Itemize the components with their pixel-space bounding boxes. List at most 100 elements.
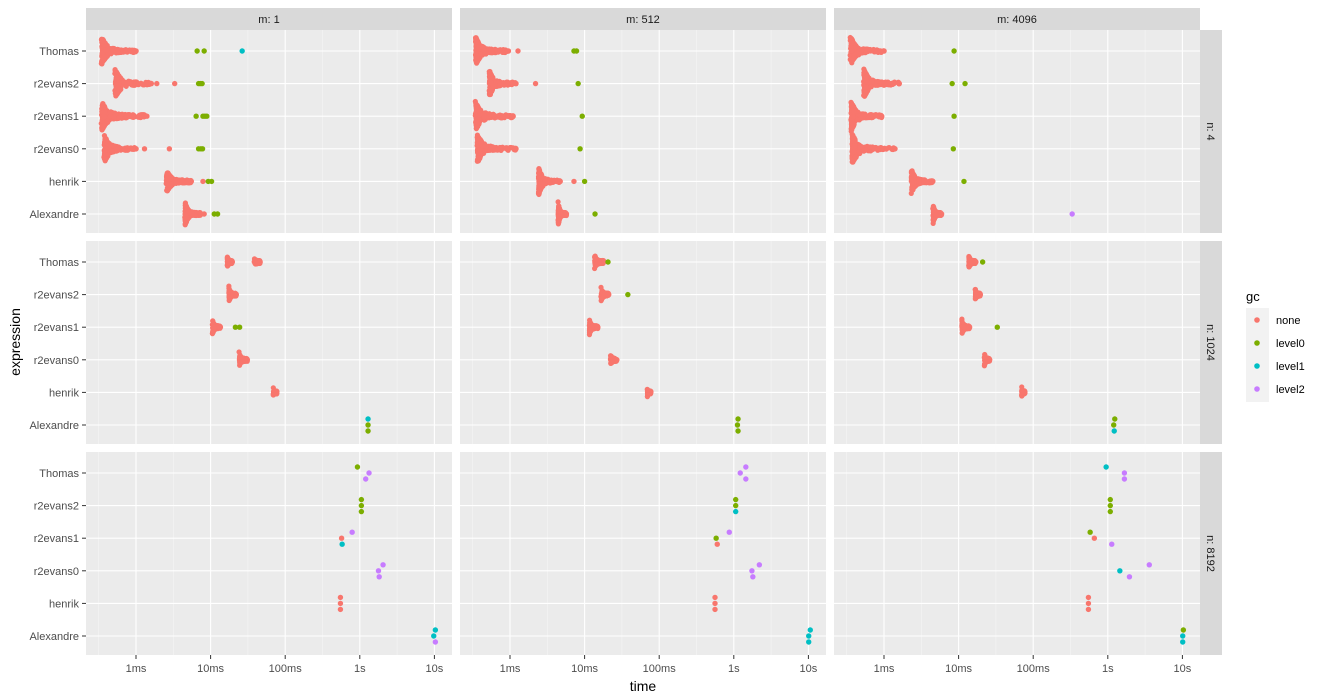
point-dense-none — [851, 109, 857, 115]
point-dense-tail — [133, 48, 139, 54]
point-dense-none — [474, 55, 480, 61]
point-dense-none — [486, 111, 492, 117]
point-dense-none — [168, 181, 174, 187]
point-dense-tail — [505, 48, 512, 54]
point-dense-none — [115, 50, 122, 56]
point-dense-none — [473, 119, 479, 125]
point-dense-none — [933, 212, 939, 218]
point-level0 — [573, 48, 580, 54]
point-level0 — [208, 178, 215, 185]
point-dense-none — [472, 98, 478, 105]
point-dense-none — [478, 139, 484, 146]
point-dense-tail — [513, 80, 519, 87]
point-dense-none — [102, 148, 108, 154]
point-dense-none — [931, 207, 937, 213]
point-dense-none — [104, 118, 110, 124]
point-dense-none — [911, 172, 917, 178]
point-dense-none — [872, 113, 878, 119]
point-level0 — [199, 146, 206, 152]
panel-background — [86, 241, 452, 444]
point-dense-none — [184, 216, 191, 222]
point-dense-none — [850, 157, 856, 163]
panel — [834, 30, 1200, 233]
point-none — [144, 113, 150, 119]
point-level0 — [951, 48, 957, 54]
point-dense-tail — [510, 113, 516, 119]
point-dense-none — [851, 136, 858, 142]
point-dense-none — [849, 57, 855, 63]
point-dense-none — [852, 142, 858, 149]
point-dense-tail — [878, 113, 885, 119]
panel-background — [834, 30, 1200, 233]
point-dense-none — [858, 115, 864, 121]
point-dense-none — [102, 137, 109, 143]
point-dense-none — [864, 73, 871, 79]
point-none — [166, 146, 173, 152]
point-none — [201, 211, 207, 217]
point-dense-none — [100, 38, 106, 44]
point-dense-none — [126, 112, 132, 119]
point-none — [141, 146, 148, 152]
panel-background — [460, 241, 826, 444]
point-dense-tail — [513, 146, 519, 152]
point-dense-none — [488, 48, 494, 54]
point-dense-none — [101, 113, 108, 120]
point-level0 — [194, 48, 200, 54]
panel — [86, 241, 452, 444]
point-dense-none — [109, 148, 115, 154]
point-dense-none — [107, 142, 113, 148]
point-dense-none — [116, 79, 122, 86]
point-dense-tail — [188, 178, 195, 185]
point-level0 — [950, 146, 957, 152]
point-none — [154, 80, 160, 87]
panel — [86, 452, 452, 655]
point-none — [171, 80, 178, 87]
panel — [460, 452, 826, 655]
point-dense-none — [483, 143, 489, 149]
panel-background — [834, 452, 1200, 655]
point-none — [532, 80, 539, 87]
point-dense-none — [487, 89, 493, 95]
point-level0 — [961, 178, 967, 185]
point-dense-none — [558, 212, 564, 218]
point-dense-none — [890, 81, 896, 87]
point-dense-none — [863, 77, 869, 84]
point-level0 — [951, 113, 957, 119]
point-dense-none — [185, 208, 191, 214]
point-dense-none — [135, 82, 141, 88]
point-level0 — [214, 211, 221, 217]
point-dense-none — [474, 39, 480, 45]
point-dense-none — [476, 108, 482, 114]
point-dense-none — [868, 84, 874, 90]
point-dense-none — [885, 80, 891, 86]
point-dense-none — [99, 105, 106, 111]
point-level0 — [204, 113, 210, 119]
point-dense-none — [476, 154, 482, 161]
point-none — [571, 178, 577, 185]
panel-background — [86, 452, 452, 655]
point-dense-none — [182, 200, 189, 206]
point-dense-none — [849, 102, 855, 108]
point-dense-none — [909, 179, 915, 185]
point-dense-tail — [938, 211, 945, 217]
point-dense-none — [850, 121, 856, 127]
panel-background — [460, 30, 826, 233]
point-dense-none — [477, 147, 483, 153]
point-dense-none — [867, 144, 873, 150]
point-dense-none — [858, 47, 865, 54]
point-dense-none — [503, 113, 509, 119]
point-dense-none — [114, 75, 120, 81]
point-dense-none — [863, 147, 869, 153]
point-level0 — [193, 113, 199, 119]
panel-background — [834, 241, 1200, 444]
point-level2 — [1069, 211, 1075, 217]
point-dense-none — [124, 80, 130, 86]
point-dense-none — [101, 122, 108, 129]
point-dense-none — [880, 146, 886, 152]
panel — [460, 241, 826, 444]
point-dense-none — [848, 35, 854, 41]
point-level0 — [581, 178, 588, 185]
panel — [86, 30, 452, 233]
point-dense-none — [179, 177, 185, 183]
point-dense-none — [488, 80, 494, 86]
